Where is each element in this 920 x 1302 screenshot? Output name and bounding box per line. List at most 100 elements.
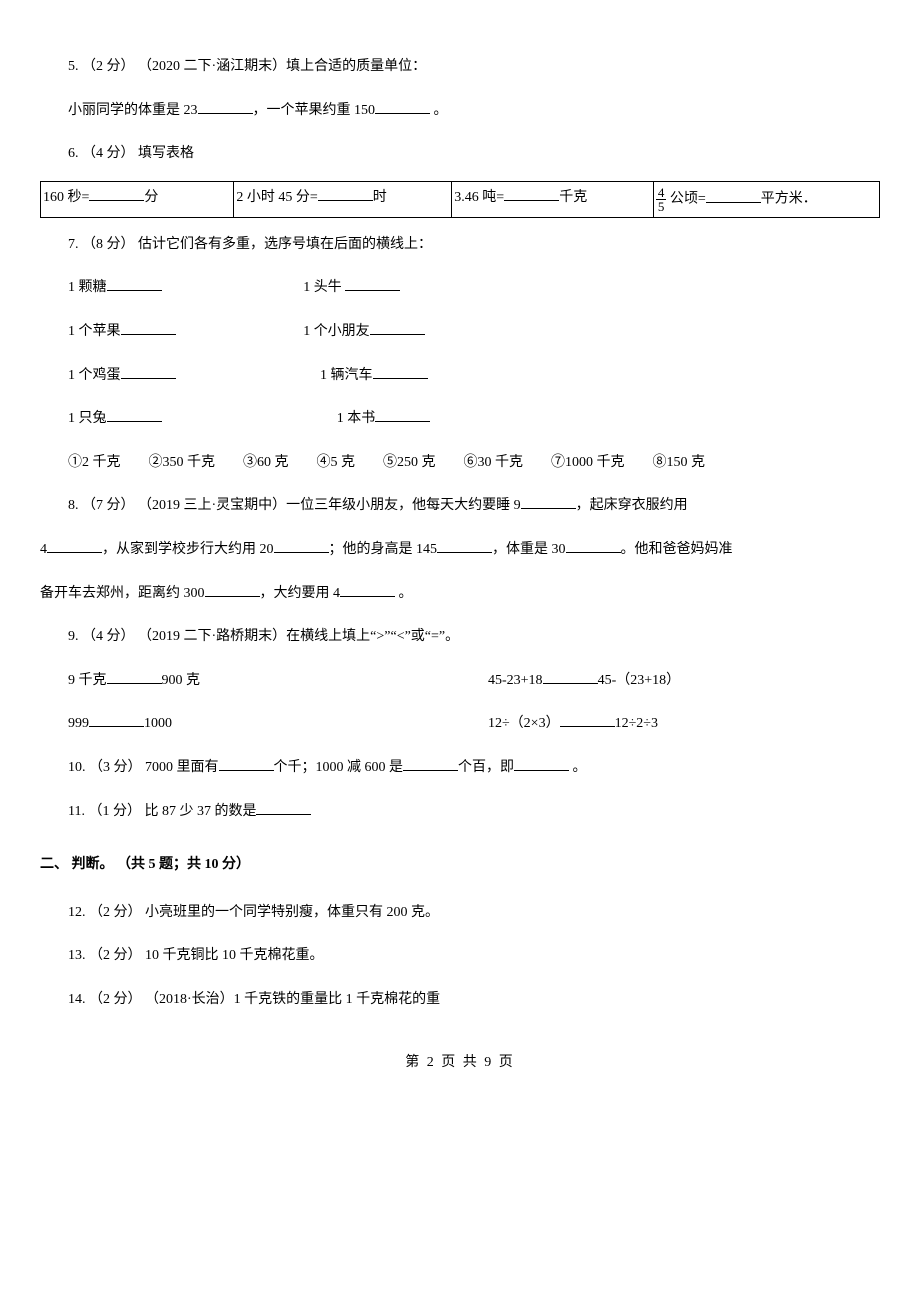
- t: 45-23+18: [488, 673, 543, 688]
- t: 1 头牛: [303, 280, 345, 295]
- q5-l2-b: ，一个苹果约重 150: [253, 103, 376, 118]
- blank[interactable]: [121, 364, 176, 379]
- t: 个百，即: [458, 760, 514, 775]
- blank[interactable]: [121, 320, 176, 335]
- q14: 14. （2 分） （2018·长治）1 千克铁的重量比 1 千克棉花的重: [40, 983, 880, 1017]
- blank[interactable]: [107, 669, 162, 684]
- q9-row2: 999 1000 12÷（2×3） 12÷2÷3: [40, 707, 880, 741]
- frac-den: 5: [656, 200, 667, 213]
- t: 时: [373, 190, 387, 205]
- q6-table: 160 秒= 分 2 小时 45 分= 时 3.46 吨= 千克 4 5 公顷= 平方米…: [40, 181, 880, 218]
- blank[interactable]: [375, 407, 430, 422]
- q8-line3: 备开车去郑州，距离约 300，大约要用 4 。: [40, 577, 880, 611]
- blank[interactable]: [375, 99, 430, 114]
- q7-row2: 1 个苹果 1 个小朋友: [40, 315, 880, 349]
- t: 999: [68, 716, 89, 731]
- q8-line1: 8. （7 分） （2019 三上·灵宝期中）一位三年级小朋友，他每天大约要睡 …: [40, 489, 880, 523]
- t: 。: [569, 760, 587, 775]
- blank[interactable]: [560, 712, 615, 727]
- t: 。: [395, 586, 413, 601]
- q13: 13. （2 分） 10 千克铜比 10 千克棉花重。: [40, 939, 880, 973]
- q6-prefix: 6. （4 分） 填写表格: [40, 137, 880, 171]
- blank[interactable]: [47, 538, 102, 553]
- blank[interactable]: [514, 756, 569, 771]
- blank[interactable]: [205, 582, 260, 597]
- t: 11. （1 分） 比 87 少 37 的数是: [68, 804, 256, 819]
- q7-options: ①2 千克 ②350 千克 ③60 克 ④5 克 ⑤250 克 ⑥30 千克 ⑦…: [40, 446, 880, 480]
- q6-cell1: 160 秒= 分: [41, 181, 234, 217]
- blank[interactable]: [521, 494, 576, 509]
- t: 160 秒=: [43, 190, 89, 205]
- t: 1 辆汽车: [320, 368, 373, 383]
- page: 5. （2 分） （2020 二下·涵江期末）填上合适的质量单位： 小丽同学的体…: [0, 0, 920, 1100]
- t: ，体重是 30: [492, 542, 566, 557]
- blank[interactable]: [340, 582, 395, 597]
- q6-cell3: 3.46 吨= 千克: [452, 181, 654, 217]
- blank[interactable]: [219, 756, 274, 771]
- t: 1 颗糖: [68, 280, 107, 295]
- t: 平方米．: [761, 192, 817, 207]
- t: 1 个苹果: [68, 324, 121, 339]
- q5-l2-c: 。: [430, 103, 448, 118]
- q8-line2: 4 ，从家到学校步行大约用 20 ；他的身高是 145 ，体重是 30 。他和爸爸妈妈准: [40, 533, 880, 567]
- q6-cell2: 2 小时 45 分= 时: [234, 181, 452, 217]
- t: 公顷=: [666, 192, 705, 207]
- blank[interactable]: [198, 99, 253, 114]
- q10: 10. （3 分） 7000 里面有 个千；1000 减 600 是 个百，即 。: [40, 751, 880, 785]
- q7-row3: 1 个鸡蛋 1 辆汽车: [40, 359, 880, 393]
- blank[interactable]: [370, 320, 425, 335]
- t: 1 个鸡蛋: [68, 368, 121, 383]
- blank[interactable]: [274, 538, 329, 553]
- blank[interactable]: [566, 538, 621, 553]
- blank[interactable]: [318, 186, 373, 201]
- q5-l2-a: 小丽同学的体重是 23: [68, 103, 198, 118]
- fraction: 4 5: [656, 186, 667, 213]
- t: ；他的身高是 145: [329, 542, 438, 557]
- blank[interactable]: [403, 756, 458, 771]
- t: 45-（23+18）: [598, 673, 681, 688]
- t: 1 个小朋友: [303, 324, 370, 339]
- t: 3.46 吨=: [454, 190, 504, 205]
- t: 8. （7 分） （2019 三上·灵宝期中）一位三年级小朋友，他每天大约要睡 …: [68, 498, 521, 513]
- q6-cell4: 4 5 公顷= 平方米．: [653, 181, 879, 217]
- q5-line1: 5. （2 分） （2020 二下·涵江期末）填上合适的质量单位：: [40, 50, 880, 84]
- q7-prefix: 7. （8 分） 估计它们各有多重，选序号填在后面的横线上：: [40, 228, 880, 262]
- q9-prefix: 9. （4 分） （2019 二下·路桥期末）在横线上填上“>”“<”或“=”。: [40, 620, 880, 654]
- blank[interactable]: [256, 800, 311, 815]
- q11: 11. （1 分） 比 87 少 37 的数是: [40, 795, 880, 829]
- t: 1 只兔: [68, 411, 107, 426]
- page-footer: 第 2 页 共 9 页: [40, 1046, 880, 1080]
- t: 千克: [559, 190, 587, 205]
- q5-line2: 小丽同学的体重是 23 ，一个苹果约重 150 。: [40, 94, 880, 128]
- frac-num: 4: [656, 186, 667, 200]
- t: ，起床穿衣服约用: [576, 498, 688, 513]
- blank[interactable]: [706, 188, 761, 203]
- t: 4: [40, 542, 47, 557]
- section-2-heading: 二、 判断。 （共 5 题；共 10 分）: [40, 848, 880, 882]
- t: 个千；1000 减 600 是: [274, 760, 404, 775]
- blank[interactable]: [89, 186, 144, 201]
- t: 分: [144, 190, 158, 205]
- t: 10. （3 分） 7000 里面有: [68, 760, 219, 775]
- t: ，从家到学校步行大约用 20: [102, 542, 274, 557]
- q12: 12. （2 分） 小亮班里的一个同学特别瘦，体重只有 200 克。: [40, 896, 880, 930]
- blank[interactable]: [345, 276, 400, 291]
- t: 9 千克: [68, 673, 107, 688]
- t: 。他和爸爸妈妈准: [621, 542, 733, 557]
- t: 12÷2÷3: [615, 716, 658, 731]
- blank[interactable]: [107, 276, 162, 291]
- blank[interactable]: [543, 669, 598, 684]
- q7-row1: 1 颗糖 1 头牛: [40, 271, 880, 305]
- blank[interactable]: [107, 407, 162, 422]
- blank[interactable]: [373, 364, 428, 379]
- t: 1000: [144, 716, 172, 731]
- blank[interactable]: [504, 186, 559, 201]
- q7-row4: 1 只兔 1 本书: [40, 402, 880, 436]
- t: 900 克: [162, 673, 201, 688]
- blank[interactable]: [89, 712, 144, 727]
- t: 12÷（2×3）: [488, 716, 560, 731]
- t: 1 本书: [337, 411, 376, 426]
- t: 2 小时 45 分=: [236, 190, 317, 205]
- blank[interactable]: [437, 538, 492, 553]
- t: ，大约要用 4: [260, 586, 341, 601]
